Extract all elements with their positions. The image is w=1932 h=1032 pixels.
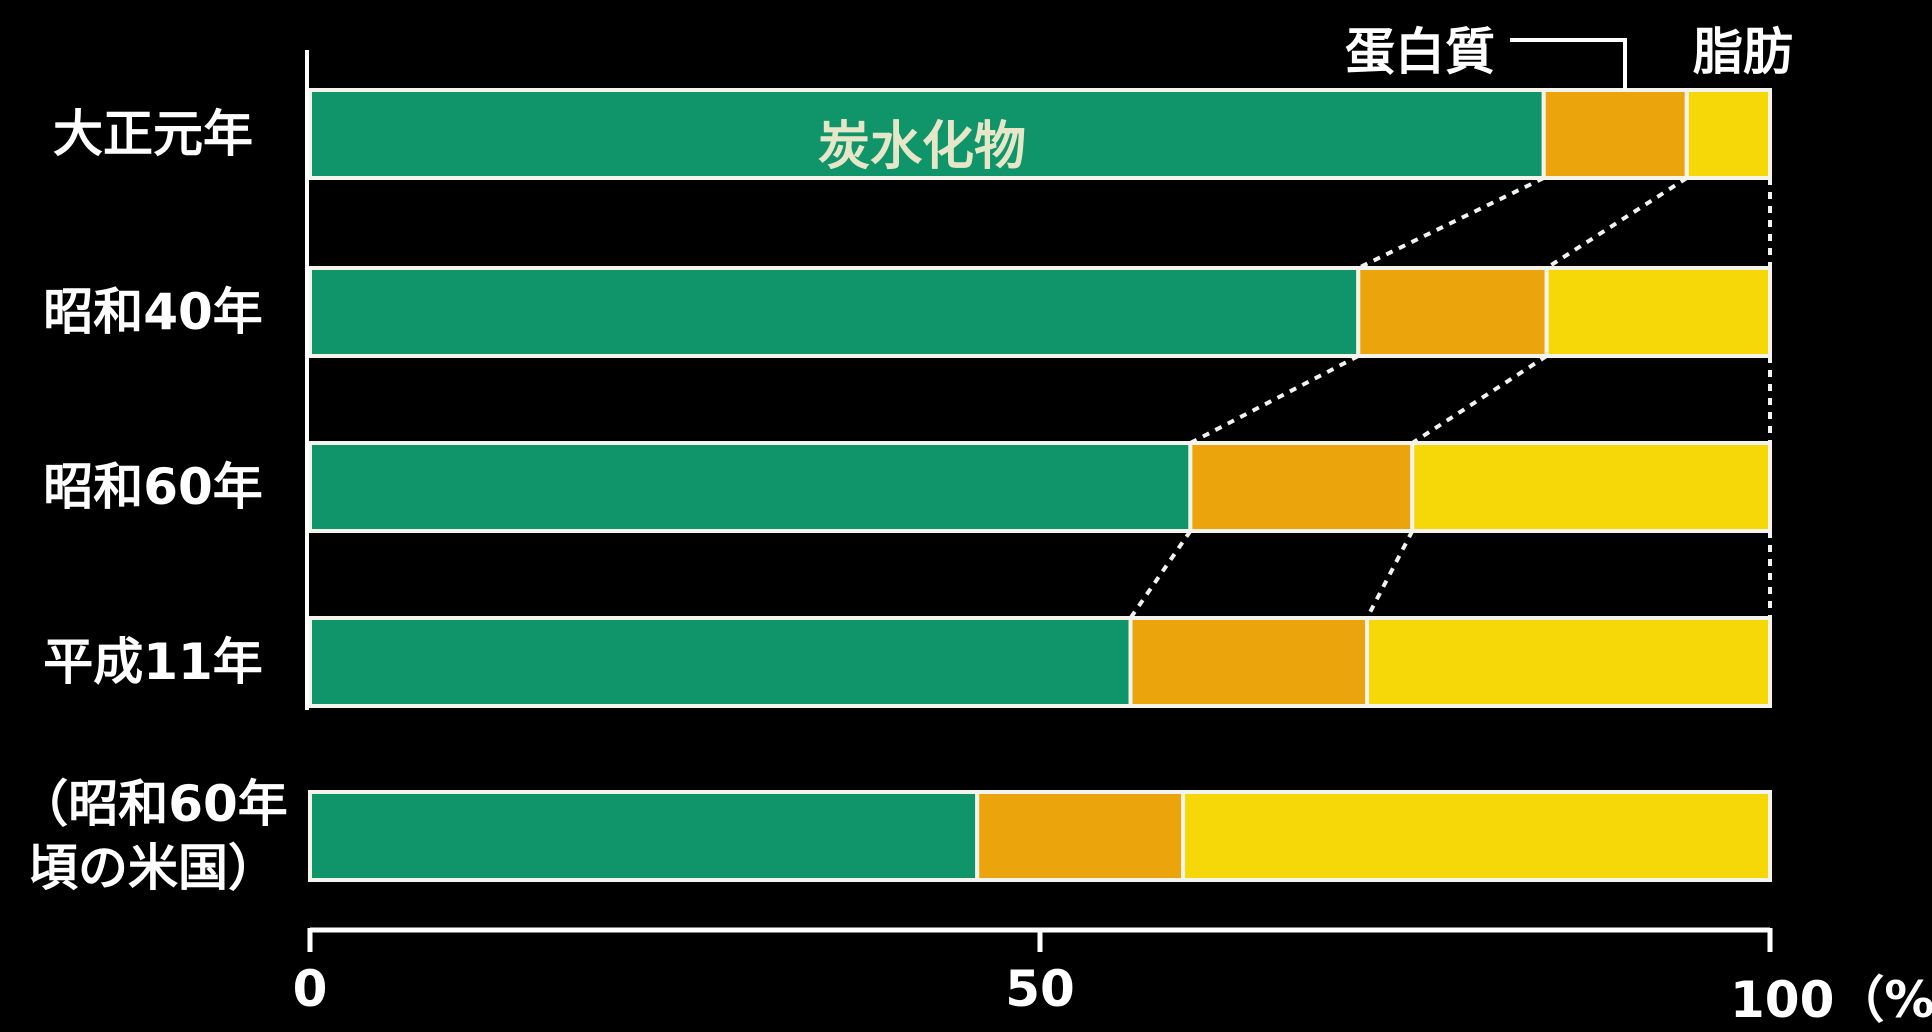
connector-line-0-0: [1357, 176, 1545, 270]
bar-segment-3-2: [1365, 616, 1773, 708]
axes-group: [305, 38, 1773, 952]
connector-line-2-1: [1365, 530, 1415, 619]
category-label-0: 大正元年: [53, 105, 253, 163]
bar-segment-3-1: [1128, 616, 1370, 708]
leader-line-protein: [1510, 38, 1627, 90]
connector-line-1-1: [1411, 354, 1548, 445]
bar-segment-4-1: [975, 790, 1186, 882]
bar-segment-1-0: [308, 266, 1361, 358]
bar-segment-1-1: [1356, 266, 1549, 358]
series-label-0: 炭水化物: [818, 117, 1027, 177]
connector-line-2-0: [1128, 529, 1193, 620]
bar-segment-0-1: [1541, 88, 1689, 180]
connector-line-0-1: [1545, 176, 1688, 270]
bar-segment-2-2: [1410, 441, 1773, 533]
bar-segment-2-1: [1188, 441, 1415, 533]
bars-group: [308, 88, 1773, 882]
bar-segment-3-0: [308, 616, 1133, 708]
bar-segment-2-0: [308, 441, 1193, 533]
bar-segment-0-2: [1684, 88, 1773, 180]
connector-line-1-0: [1189, 354, 1360, 445]
category-label-1: 昭和40年: [43, 283, 263, 341]
x-tick-label-2: 100（%）: [1730, 971, 1932, 1029]
x-tick-label-1: 50: [1005, 960, 1075, 1018]
series-label-2: 脂肪: [1693, 23, 1793, 81]
series-label-1: 蛋白質: [1345, 23, 1495, 81]
category-label-4: （昭和60年 頃の米国）: [18, 775, 288, 897]
bar-segment-4-0: [308, 790, 980, 882]
connector-lines: [1128, 176, 1772, 620]
bar-segment-4-2: [1181, 790, 1772, 882]
category-label-3: 平成11年: [43, 633, 263, 691]
bar-segment-0-0: [308, 88, 1546, 180]
x-tick-label-0: 0: [292, 960, 328, 1018]
category-label-2: 昭和60年: [43, 458, 263, 516]
bar-segment-1-2: [1544, 266, 1772, 358]
